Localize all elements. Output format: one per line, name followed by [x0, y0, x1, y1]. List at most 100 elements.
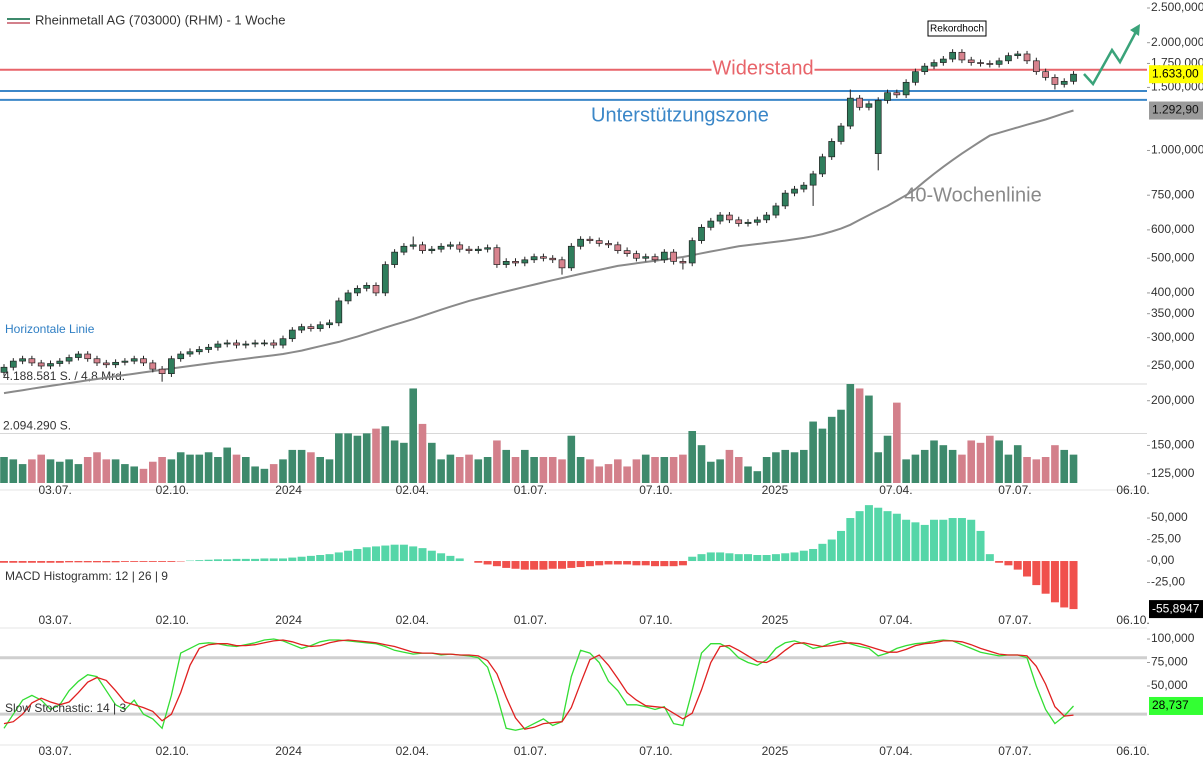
x-tick-label: 07.04.: [879, 744, 912, 758]
candle-body: [763, 214, 770, 221]
macd-bar: [892, 513, 901, 562]
volume-bar: [1023, 457, 1031, 483]
macd-bar: [548, 561, 557, 569]
x-tick-label: 07.07.: [998, 613, 1031, 627]
volume-bar: [614, 459, 622, 483]
volume-bar: [251, 466, 259, 483]
y-tick-label: 2.000,000: [1151, 35, 1203, 49]
candle-body: [558, 259, 566, 269]
volume-bar: [279, 459, 287, 483]
candle-body: [809, 173, 817, 186]
candle-body: [344, 292, 352, 302]
volume-bar: [121, 464, 129, 483]
volume-bar: [130, 466, 139, 483]
macd-bar: [576, 561, 585, 568]
volume-bar: [465, 454, 473, 483]
macd-bar: [306, 555, 315, 562]
macd-bar: [920, 524, 929, 562]
macd-bar: [837, 530, 846, 562]
candle-body: [781, 192, 789, 207]
candle-body: [84, 353, 92, 360]
macd-bar: [874, 507, 883, 562]
macd-bar: [734, 554, 743, 562]
macd-bar: [325, 554, 334, 562]
volume-bar: [502, 449, 511, 483]
x-tick-label: 2024: [275, 744, 302, 758]
volume-bar: [455, 457, 464, 483]
candle-body: [828, 141, 836, 158]
volume-bar: [874, 452, 883, 483]
macd-bar: [83, 561, 92, 563]
candle-body: [363, 284, 371, 289]
candle-body: [112, 361, 119, 366]
macd-bar: [939, 519, 948, 562]
candle-body: [456, 244, 464, 250]
volume-bar: [679, 454, 687, 483]
volume-bar: [660, 457, 669, 483]
macd-bar: [697, 554, 706, 562]
macd-bar: [827, 539, 836, 562]
macd-bar: [474, 561, 483, 563]
volume-bar: [623, 466, 631, 483]
candle-body: [744, 221, 752, 224]
macd-bar: [1023, 561, 1032, 577]
volume-bar: [725, 449, 734, 483]
macd-bar: [995, 561, 1004, 563]
volume-bar: [883, 435, 892, 483]
volume-bar: [548, 457, 557, 483]
volume-bar: [483, 457, 492, 483]
candle-body: [716, 214, 724, 222]
y-tick-label: 50,000: [1151, 510, 1188, 524]
candle-body: [149, 362, 157, 370]
panel-title: MACD Histogramm: 12 | 26 | 9: [5, 569, 168, 583]
candle-body: [1005, 55, 1012, 62]
volume-bar: [493, 440, 501, 483]
macd-bar: [167, 561, 176, 562]
y-tick-label: 400,000: [1151, 285, 1195, 299]
candle-body: [288, 329, 296, 340]
volume-bar: [986, 435, 994, 483]
volume-bar: [716, 459, 724, 483]
macd-bar: [744, 554, 753, 562]
x-tick-label: 07.10.: [639, 744, 672, 758]
candle-body: [660, 251, 668, 261]
volume-tick-label: 2.094.290 S.: [3, 419, 71, 433]
candle-body: [493, 247, 501, 265]
x-tick-label: 01.07.: [514, 483, 547, 497]
volume-bar: [223, 447, 232, 483]
x-tick-label: 2024: [275, 613, 302, 627]
candle-body: [707, 220, 715, 228]
candle-body: [56, 360, 64, 364]
macd-bar: [492, 561, 501, 567]
macd-bar: [344, 550, 353, 562]
x-tick-label: 01.07.: [514, 744, 547, 758]
volume-bar: [930, 440, 938, 483]
macd-bar: [883, 511, 892, 562]
candle-body: [419, 244, 426, 251]
candle-body: [65, 357, 73, 362]
volume-bar: [381, 426, 390, 483]
candle-body: [102, 362, 110, 366]
volume-bar: [214, 457, 222, 483]
macd-bar: [799, 550, 808, 562]
macd-bar: [1069, 561, 1078, 610]
macd-bar: [613, 561, 622, 565]
volume-bar: [911, 454, 920, 483]
macd-bar: [753, 555, 762, 562]
macd-bar: [641, 561, 650, 566]
volume-bar: [762, 457, 771, 483]
x-tick-label: 2024: [275, 483, 302, 497]
volume-bar: [186, 454, 194, 483]
candle-body: [279, 338, 287, 346]
macd-bar: [46, 561, 55, 563]
volume-bar: [586, 459, 594, 483]
volume-bar: [772, 452, 780, 483]
candle-body: [846, 97, 854, 127]
volume-bar: [418, 423, 427, 483]
candle-body: [223, 342, 231, 345]
macd-bar: [334, 552, 343, 562]
macd-bar: [65, 561, 74, 563]
volume-bar: [1041, 457, 1050, 483]
candle-body: [140, 358, 147, 364]
candle-body: [670, 251, 677, 262]
